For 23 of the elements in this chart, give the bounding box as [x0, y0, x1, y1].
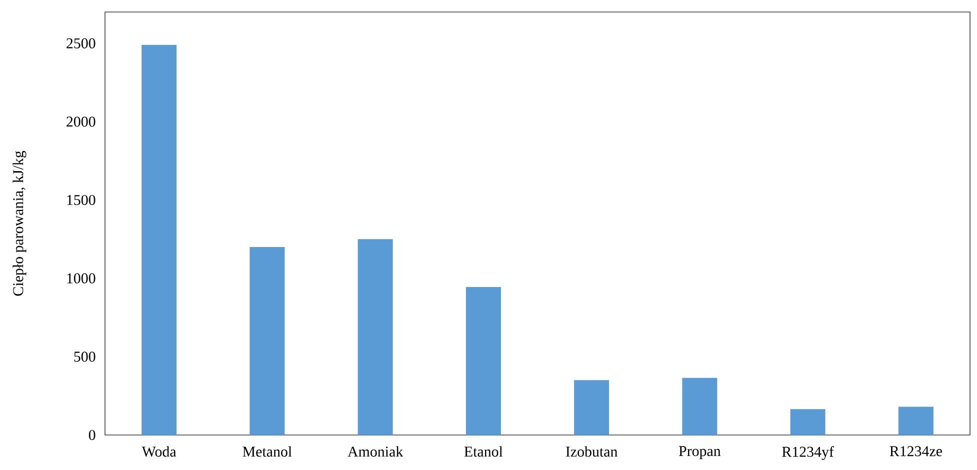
x-tick-label: Amoniak: [348, 446, 404, 457]
y-tick-label: 2500: [66, 38, 96, 48]
bar: [898, 406, 934, 435]
y-tick-label: 500: [74, 352, 96, 362]
y-tick-label: 0: [88, 430, 96, 440]
x-tick-label: Woda: [142, 446, 176, 457]
x-tick-label: Izobutan: [566, 446, 618, 457]
x-tick-label: R1234ze: [890, 446, 942, 456]
x-tick-label: Metanol: [242, 446, 292, 457]
y-tick-label: 1500: [67, 194, 96, 206]
bar: [250, 246, 285, 435]
bar: [790, 409, 826, 435]
x-tick-label: R1234yf: [782, 446, 834, 460]
bar: [142, 44, 177, 435]
bar: [466, 286, 501, 435]
bar: [682, 378, 718, 435]
x-tick-label: Propan: [678, 446, 721, 460]
y-tick-label: 1000: [67, 273, 96, 284]
x-tick-label: Etanol: [464, 446, 503, 457]
bar: [574, 380, 610, 435]
y-axis-title: Ciepło parowania, kJ/kg: [12, 150, 26, 296]
bar: [358, 239, 393, 435]
y-tick-label: 2000: [66, 116, 96, 127]
